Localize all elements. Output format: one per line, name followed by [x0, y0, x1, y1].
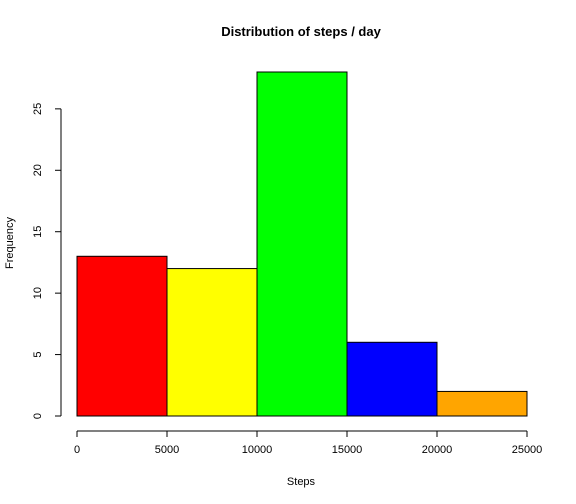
y-tick-label: 15: [32, 226, 44, 238]
x-axis: 0 5000 10000 15000 20000 25000: [74, 430, 543, 456]
histogram-bar-3: [346, 341, 438, 417]
x-tick-label: 20000: [422, 444, 453, 456]
chart-title: Distribution of steps / day: [221, 24, 381, 39]
y-axis-label: Frequency: [4, 217, 16, 269]
x-tick-label: 10000: [242, 444, 273, 456]
bars-group: [76, 71, 528, 417]
y-tick-label: 10: [32, 287, 44, 299]
y-tick-label: 20: [32, 164, 44, 176]
y-tick-label: 0: [32, 413, 44, 419]
y-tick-label: 5: [32, 352, 44, 358]
x-tick-label: 5000: [155, 444, 179, 456]
histogram-bar-1: [166, 268, 258, 417]
y-tick-label: 25: [32, 103, 44, 115]
histogram-bar-4: [436, 390, 528, 417]
histogram-bar-2: [256, 71, 348, 417]
x-tick-label: 15000: [332, 444, 363, 456]
x-tick-label: 0: [74, 444, 80, 456]
histogram-bar-0: [76, 255, 168, 417]
y-axis: 0 5 10 15 20 25: [32, 103, 62, 419]
x-axis-label: Steps: [287, 476, 316, 488]
x-tick-label: 25000: [512, 444, 543, 456]
